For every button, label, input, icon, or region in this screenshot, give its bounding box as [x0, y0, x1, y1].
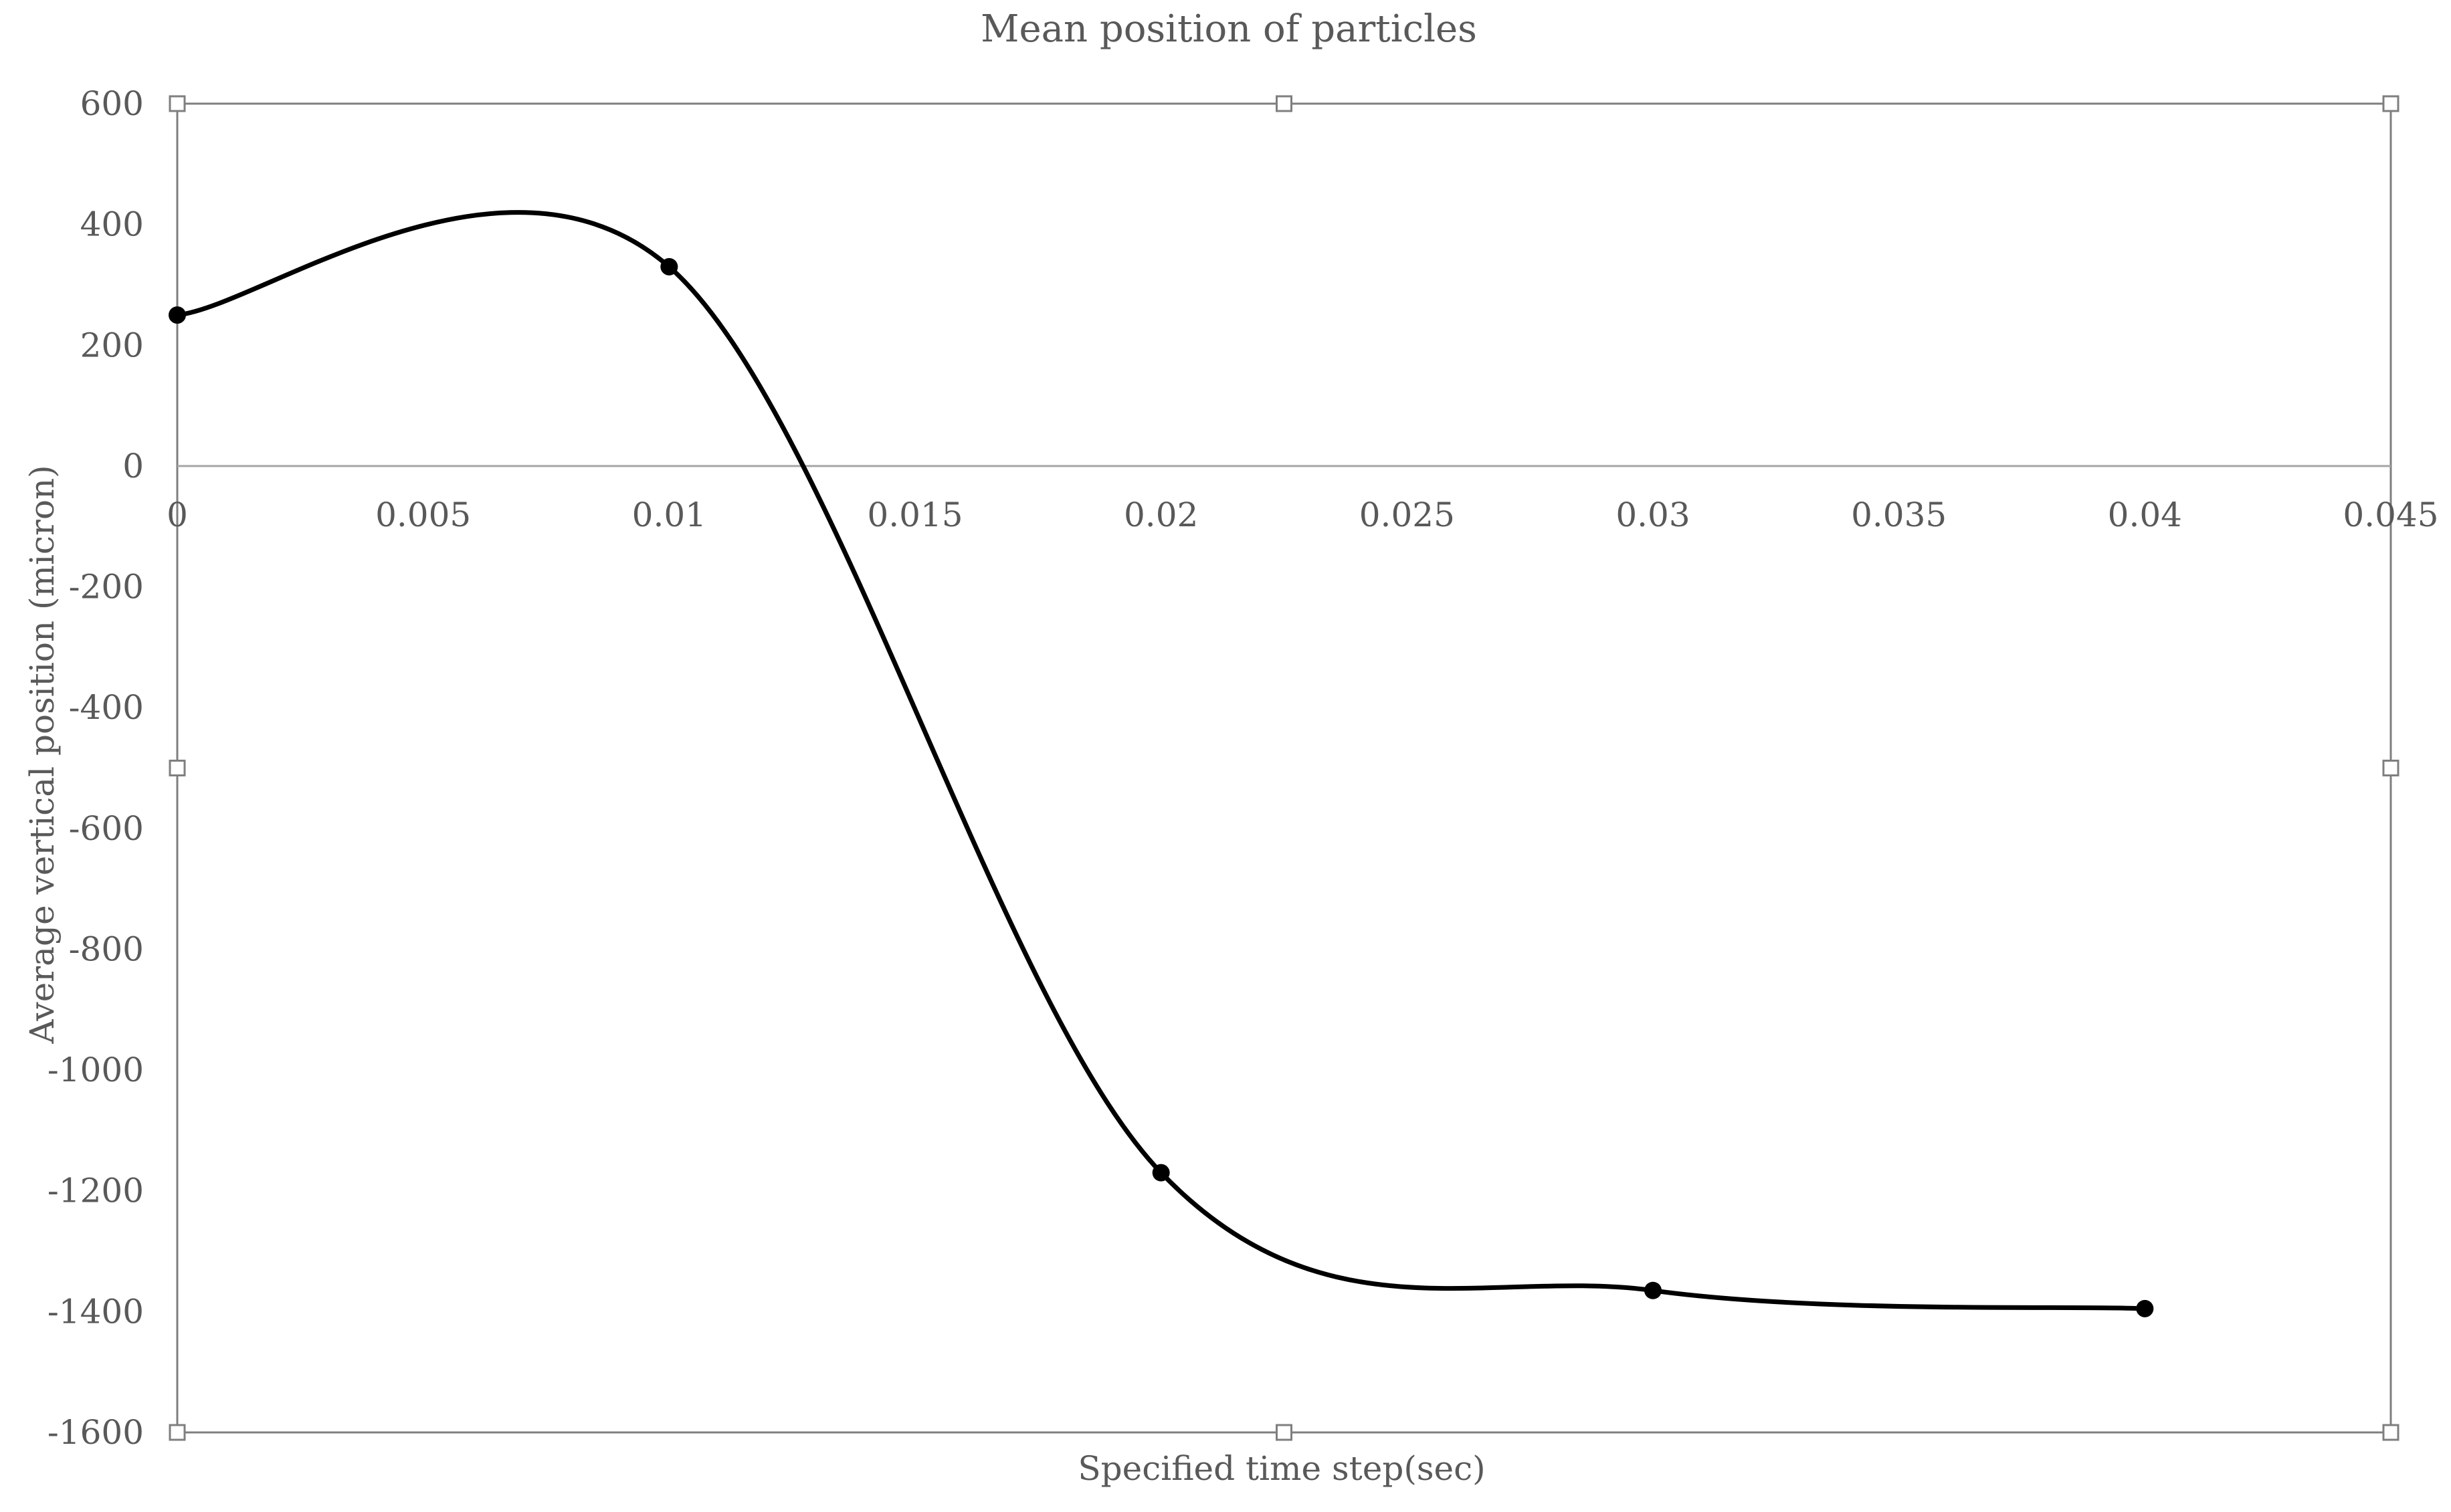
y-tick-label: -600 — [69, 809, 144, 848]
x-tick-label: 0.025 — [1359, 496, 1455, 534]
series-group — [169, 210, 2154, 1317]
series-line — [175, 210, 2147, 1311]
y-tick-label: 0 — [122, 447, 144, 485]
x-tick-label: 0.035 — [1851, 496, 1947, 534]
x-tick-label: 0.005 — [375, 496, 471, 534]
y-tick-label: 400 — [80, 205, 144, 244]
chart-title: Mean position of particles — [981, 7, 1477, 51]
y-tick-label: -1000 — [47, 1051, 144, 1089]
data-point-marker — [1644, 1281, 1662, 1299]
y-tick-label: -1200 — [47, 1172, 144, 1210]
y-axis-ticks: 600 400 200 0 -200 -400 -600 -800 -1000 -1200 -140… — [47, 84, 144, 1452]
x-tick-label: 0.015 — [867, 496, 963, 534]
resize-handle[interactable] — [1276, 95, 1292, 112]
y-tick-label: -1600 — [47, 1413, 144, 1452]
data-point-marker — [660, 257, 678, 276]
data-point-marker — [1152, 1164, 1170, 1182]
y-tick-label: -800 — [69, 930, 144, 968]
resize-handle[interactable] — [169, 1424, 186, 1441]
data-point-marker — [169, 306, 186, 324]
x-tick-label: 0.045 — [2343, 496, 2438, 534]
resize-handle[interactable] — [2382, 95, 2399, 112]
selection-handles[interactable] — [169, 95, 2399, 1441]
y-axis-title: Average vertical position (micron) — [23, 465, 62, 1044]
resize-handle[interactable] — [169, 760, 186, 776]
resize-handle[interactable] — [1276, 1424, 1292, 1441]
x-tick-label: 0.02 — [1124, 496, 1198, 534]
y-tick-label: 600 — [80, 84, 144, 123]
y-tick-label: -1400 — [47, 1292, 144, 1331]
x-tick-label: 0.04 — [2108, 496, 2182, 534]
resize-handle[interactable] — [2382, 760, 2399, 776]
resize-handle[interactable] — [169, 95, 186, 112]
x-axis-ticks: 0 0.005 0.01 0.015 0.02 0.025 0.03 0.035 0.04 0.0… — [167, 496, 2438, 534]
x-axis-title: Specified time step(sec) — [1078, 1449, 1485, 1488]
data-point-marker — [2136, 1299, 2154, 1317]
x-tick-label: 0.03 — [1615, 496, 1690, 534]
y-tick-label: -200 — [69, 568, 144, 607]
y-tick-label: 200 — [80, 326, 144, 364]
y-tick-label: -400 — [69, 688, 144, 727]
x-tick-label: 0 — [167, 496, 188, 534]
x-tick-label: 0.01 — [632, 496, 706, 534]
resize-handle[interactable] — [2382, 1424, 2399, 1441]
